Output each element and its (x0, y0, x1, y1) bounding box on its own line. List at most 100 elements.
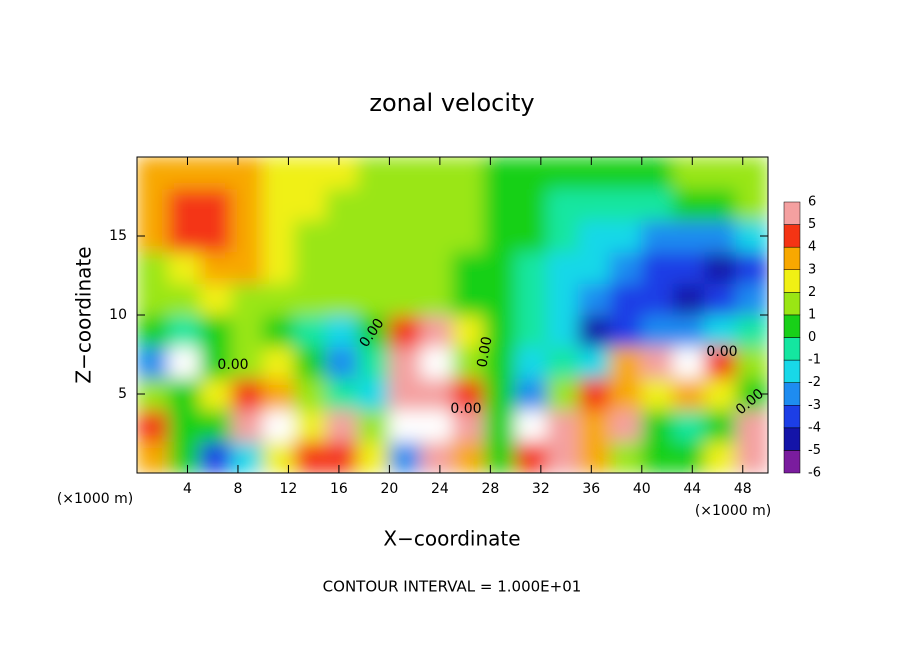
cell (388, 282, 422, 316)
cell (325, 282, 359, 316)
cell (704, 251, 737, 284)
cell (641, 346, 674, 379)
cell (609, 188, 643, 221)
cell (735, 157, 768, 190)
cell (546, 409, 580, 442)
cell (137, 409, 170, 442)
cell (609, 282, 643, 316)
x-tick-label: 12 (280, 481, 298, 497)
cell (672, 346, 706, 379)
cell (294, 219, 327, 253)
cell (641, 409, 674, 442)
cell (420, 251, 453, 284)
x-tick-label: 40 (633, 481, 651, 497)
cell (704, 188, 737, 221)
colorbar-swatch (783, 450, 801, 474)
cell (199, 251, 233, 284)
cell (294, 282, 327, 316)
cell (168, 409, 201, 442)
x-tick-label: 24 (431, 481, 449, 497)
colorbar-label: -6 (808, 466, 821, 481)
cell (294, 188, 327, 221)
cell (325, 346, 359, 379)
cell (452, 377, 485, 411)
cell (262, 219, 296, 253)
cell (546, 440, 580, 473)
footnote: CONTOUR INTERVAL = 1.000E+01 (323, 578, 582, 596)
colorbar-swatch (783, 269, 801, 293)
cell (325, 188, 359, 221)
cell (262, 440, 296, 473)
cell (357, 346, 390, 379)
cell (483, 314, 517, 348)
cell (672, 251, 706, 284)
cell (294, 440, 327, 473)
cell (168, 188, 201, 221)
cell (168, 440, 201, 473)
cell (546, 251, 580, 284)
field (137, 157, 768, 473)
cell (168, 377, 201, 411)
colorbar-label: 5 (808, 217, 816, 232)
cell (704, 409, 737, 442)
cell (672, 440, 706, 473)
cell (641, 219, 674, 253)
cell (137, 188, 170, 221)
cell (168, 282, 201, 316)
x-tick-label: 48 (734, 481, 752, 497)
y-axis-unit: (×1000 m) (57, 491, 133, 507)
y-tick-label: 10 (109, 307, 127, 323)
cell (609, 409, 643, 442)
cell (420, 219, 453, 253)
cell (578, 219, 611, 253)
cell (325, 157, 359, 190)
cell (262, 251, 296, 284)
cell (735, 409, 768, 442)
cell (546, 282, 580, 316)
colorbar-label: 4 (808, 240, 816, 255)
contour-label: 0.00 (217, 357, 248, 373)
cell (578, 377, 611, 411)
cell (325, 440, 359, 473)
cell (137, 282, 170, 316)
cell (357, 219, 390, 253)
cell (609, 251, 643, 284)
cell (483, 346, 517, 379)
cell (452, 219, 485, 253)
cell (704, 440, 737, 473)
cell (483, 409, 517, 442)
cell (137, 251, 170, 284)
cell (388, 346, 422, 379)
cell (578, 409, 611, 442)
cell (420, 377, 453, 411)
x-tick-label: 8 (233, 481, 242, 497)
cell (325, 377, 359, 411)
cell (735, 346, 768, 379)
cell (231, 346, 264, 379)
cell (199, 314, 233, 348)
cell (388, 251, 422, 284)
cell (578, 188, 611, 221)
cell (641, 251, 674, 284)
cell (515, 440, 548, 473)
contour-label: 0.00 (450, 401, 481, 417)
cell (231, 377, 264, 411)
cell (704, 157, 737, 190)
cell (515, 188, 548, 221)
cell (168, 157, 201, 190)
cell (357, 251, 390, 284)
colorbar-label: 0 (808, 330, 816, 345)
colorbar-label: -5 (808, 443, 821, 458)
cell (262, 409, 296, 442)
x-tick-label: 28 (481, 481, 499, 497)
cell (578, 251, 611, 284)
colorbar-label: 2 (808, 285, 816, 300)
x-tick-label: 44 (683, 481, 701, 497)
cell (546, 314, 580, 348)
cell (388, 377, 422, 411)
cell (262, 377, 296, 411)
cell (515, 219, 548, 253)
cell (357, 409, 390, 442)
colorbar-swatch (783, 292, 801, 316)
cell (262, 346, 296, 379)
